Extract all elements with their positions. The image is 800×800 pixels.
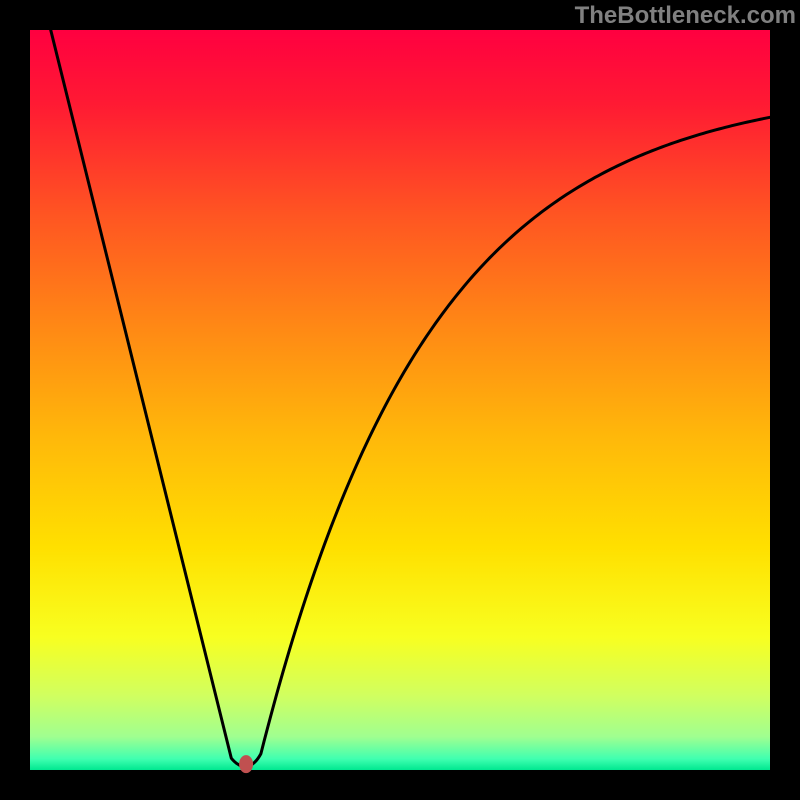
optimum-marker	[239, 755, 253, 773]
chart-svg	[0, 0, 800, 800]
chart-container: TheBottleneck.com	[0, 0, 800, 800]
watermark-text: TheBottleneck.com	[575, 2, 796, 30]
